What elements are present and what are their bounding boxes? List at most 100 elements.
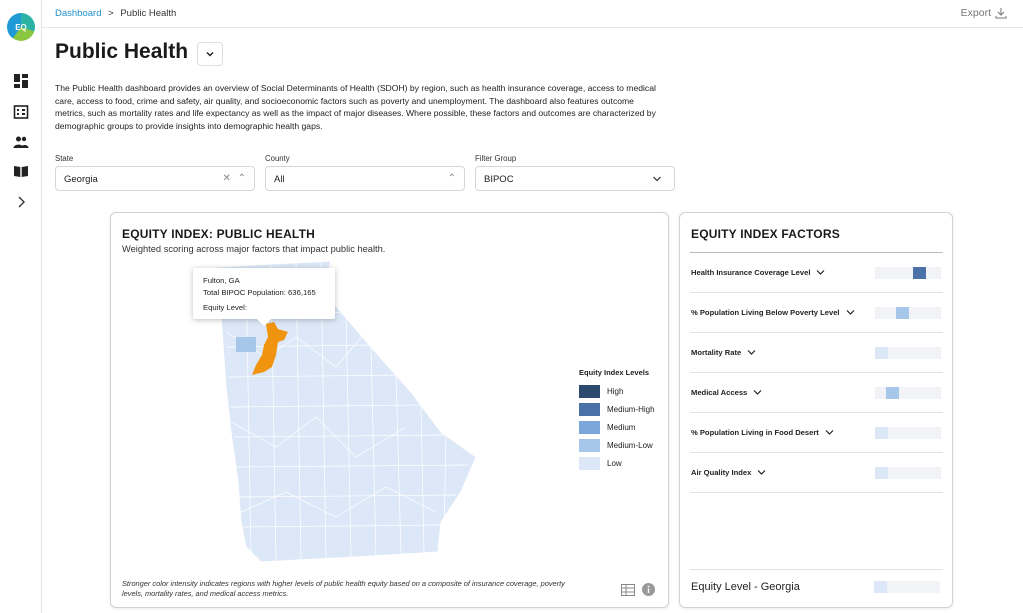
legend-item-medium-low: Medium-Low xyxy=(579,439,653,452)
map-footnote: Stronger color intensity indicates regio… xyxy=(122,579,565,598)
factor-label-text: Mortality Rate xyxy=(691,348,742,357)
county-tooltip: Fulton, GA Total BIPOC Population: 636,1… xyxy=(193,268,335,326)
factors-divider xyxy=(690,252,943,253)
factor-level-bar xyxy=(875,387,941,399)
factor-label-text: % Population Living Below Poverty Level xyxy=(691,308,840,317)
legend-swatch xyxy=(579,385,600,398)
chevron-down-icon xyxy=(653,176,661,182)
tooltip-population: Total BIPOC Population: 636,165 xyxy=(203,288,316,298)
legend-item-medium: Medium xyxy=(579,421,635,434)
sidebar: EQ xyxy=(0,0,42,613)
factor-label-text: Medical Access xyxy=(691,388,748,397)
legend-swatch xyxy=(579,421,600,434)
legend-label: Medium-High xyxy=(607,405,655,414)
equity-factors-card: EQUITY INDEX FACTORS Health Insurance Co… xyxy=(679,212,953,608)
page-description: The Public Health dashboard provides an … xyxy=(55,83,656,131)
state-select-value: Georgia xyxy=(64,174,98,185)
factor-level-bar xyxy=(875,267,941,279)
chevron-right-icon[interactable] xyxy=(13,194,29,210)
equity-map-card: EQUITY INDEX: PUBLIC HEALTH Weighted sco… xyxy=(110,212,669,608)
factor-row-food-desert[interactable]: % Population Living in Food Desert xyxy=(690,413,943,453)
top-bar: Dashboard > Public Health Export xyxy=(42,0,1023,28)
factor-level-marker xyxy=(875,467,888,479)
factor-level-marker xyxy=(875,427,888,439)
equity-level-label: Equity Level - Georgia xyxy=(691,581,800,593)
county-filter-label: County xyxy=(265,154,290,163)
legend-swatch xyxy=(579,457,600,470)
factor-level-bar xyxy=(875,307,941,319)
factor-level-marker xyxy=(896,307,910,319)
factor-level-marker xyxy=(913,267,927,279)
clear-icon[interactable]: ✕ xyxy=(222,173,231,184)
factor-level-bar xyxy=(875,467,941,479)
export-label: Export xyxy=(960,7,991,19)
factor-row-medical-access[interactable]: Medical Access xyxy=(690,373,943,413)
breadcrumb-current: Public Health xyxy=(120,8,177,19)
export-button[interactable]: Export xyxy=(961,7,1007,19)
county-select-value: All xyxy=(274,174,285,185)
factor-row-poverty[interactable]: % Population Living Below Poverty Level xyxy=(690,293,943,333)
main-content: Dashboard > Public Health Export Public … xyxy=(42,0,1023,613)
updown-icon[interactable]: ⌃ xyxy=(237,173,246,184)
legend-label: High xyxy=(607,387,624,396)
legend-item-low: Low xyxy=(579,457,622,470)
people-icon[interactable] xyxy=(13,134,29,150)
factor-row-air-quality[interactable]: Air Quality Index xyxy=(690,453,943,493)
factor-label-text: % Population Living in Food Desert xyxy=(691,428,819,437)
breadcrumb-dashboard-link[interactable]: Dashboard xyxy=(55,8,102,19)
table-view-icon[interactable] xyxy=(621,584,635,596)
page-title: Public Health xyxy=(55,40,189,63)
chevron-down-icon xyxy=(206,51,214,57)
equity-level-bar xyxy=(874,581,940,593)
group-select-value: BIPOC xyxy=(484,174,514,185)
map-card-subtitle: Weighted scoring across major factors th… xyxy=(122,244,386,254)
legend-item-high: High xyxy=(579,385,623,398)
factor-label: % Population Living Below Poverty Level xyxy=(691,308,855,317)
factor-label: Mortality Rate xyxy=(691,348,756,357)
page-switch-dropdown[interactable] xyxy=(197,42,223,66)
chevron-down-icon[interactable] xyxy=(825,429,834,436)
factor-row-insurance[interactable]: Health Insurance Coverage Level xyxy=(690,253,943,293)
legend-item-medium-high: Medium-High xyxy=(579,403,655,416)
app-logo[interactable]: EQ xyxy=(7,13,35,41)
logo-text: EQ xyxy=(15,22,27,32)
highlighted-county-fulton[interactable] xyxy=(252,322,288,375)
factor-level-bar xyxy=(875,347,941,359)
legend-swatch xyxy=(579,403,600,416)
equity-level-marker xyxy=(874,581,887,593)
tooltip-county: Fulton, GA xyxy=(203,276,240,285)
download-icon xyxy=(995,8,1007,19)
factor-level-bar xyxy=(875,427,941,439)
factor-label-text: Health Insurance Coverage Level xyxy=(691,268,811,277)
chevron-down-icon[interactable] xyxy=(753,389,762,396)
chevron-down-icon[interactable] xyxy=(747,349,756,356)
group-filter-label: Filter Group xyxy=(475,154,517,163)
factor-label: % Population Living in Food Desert xyxy=(691,428,834,437)
book-icon[interactable] xyxy=(13,163,29,179)
factor-level-marker xyxy=(885,387,899,399)
group-select[interactable]: BIPOC xyxy=(475,166,675,191)
factor-label: Air Quality Index xyxy=(691,468,766,477)
county-medium-low[interactable] xyxy=(236,337,256,352)
breadcrumb-separator: > xyxy=(108,8,114,19)
state-filter-label: State xyxy=(55,154,74,163)
factor-label: Health Insurance Coverage Level xyxy=(691,268,825,277)
chevron-down-icon[interactable] xyxy=(757,469,766,476)
state-select-controls: ✕ ⌃ xyxy=(222,173,246,184)
map-card-title: EQUITY INDEX: PUBLIC HEALTH xyxy=(122,227,315,241)
info-icon[interactable] xyxy=(642,583,655,596)
factor-row-mortality[interactable]: Mortality Rate xyxy=(690,333,943,373)
chevron-down-icon[interactable] xyxy=(816,269,825,276)
updown-icon: ⌃ xyxy=(447,173,456,184)
equity-level-divider xyxy=(690,569,943,570)
state-select[interactable]: Georgia ✕ ⌃ xyxy=(55,166,255,191)
dashboard-icon[interactable] xyxy=(13,73,29,89)
legend-label: Low xyxy=(607,459,622,468)
legend-title: Equity Index Levels xyxy=(579,368,650,377)
chevron-down-icon[interactable] xyxy=(846,309,855,316)
building-icon[interactable] xyxy=(13,104,29,120)
breadcrumb: Dashboard > Public Health xyxy=(55,8,176,19)
county-select[interactable]: All ⌃ xyxy=(265,166,465,191)
legend-label: Medium-Low xyxy=(607,441,653,450)
factor-label-text: Air Quality Index xyxy=(691,468,752,477)
